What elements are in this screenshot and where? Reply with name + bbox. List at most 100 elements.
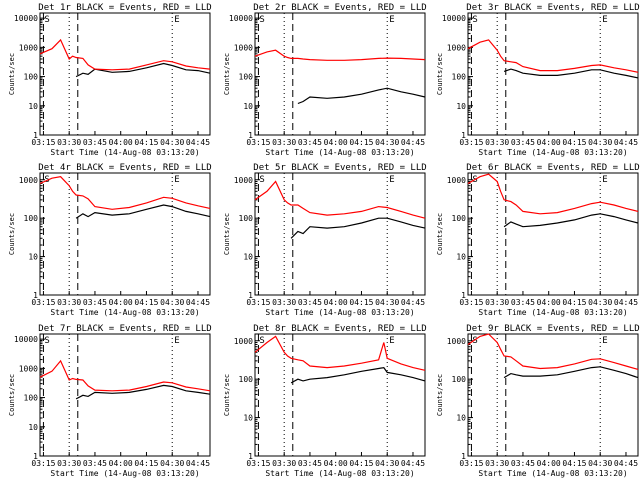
axes-frame: [39, 172, 211, 296]
y-tick-label: 1000: [19, 176, 38, 185]
lld-series-line: [467, 39, 639, 73]
axes-frame: [39, 12, 211, 136]
axes-frame: [467, 172, 639, 296]
x-tick-label: 03:30: [57, 459, 81, 468]
end-marker-label: E: [389, 15, 394, 25]
panel-3: Det 3r BLACK = Events, RED = LLD 1 10 100 10…: [436, 3, 640, 157]
x-tick-label: 04:00: [109, 298, 133, 307]
panel-9: Det 9r BLACK = Events, RED = LLD 1 10 100 10…: [436, 324, 640, 478]
axes-frame: [39, 333, 211, 457]
y-tick-label: 1000: [234, 176, 253, 185]
x-tick-label: 04:45: [186, 459, 210, 468]
y-tick-label: 1: [248, 452, 253, 461]
end-marker-label: E: [602, 175, 607, 185]
y-tick-label: 10000: [14, 14, 38, 23]
x-axis-label: Start Time (14-Aug-08 03:13:20): [265, 469, 414, 478]
x-tick-label: 03:15: [459, 459, 483, 468]
x-tick-label: 03:15: [31, 459, 55, 468]
x-tick-label: 04:00: [109, 138, 133, 147]
x-tick-label: 04:15: [134, 459, 158, 468]
y-tick-label: 10: [243, 102, 253, 111]
panel-1: Det 1r BLACK = Events, RED = LLD 1 10 100 10…: [8, 3, 212, 157]
x-axis-label: Start Time (14-Aug-08 03:13:20): [50, 308, 199, 317]
y-axis-label: Counts/sec: [8, 374, 16, 416]
events-series-line: [503, 213, 639, 228]
events-series-line: [290, 366, 426, 384]
x-tick-label: 03:15: [459, 298, 483, 307]
y-tick-label: 100: [24, 73, 39, 82]
y-axis-label: Counts/sec: [223, 374, 231, 416]
end-marker-label: E: [174, 15, 179, 25]
x-tick-label: 04:15: [562, 138, 586, 147]
y-tick-label: 1: [33, 291, 38, 300]
x-tick-label: 04:45: [614, 459, 638, 468]
y-axis-label: Counts/sec: [436, 213, 444, 255]
events-series-line: [75, 384, 211, 400]
lld-series-line: [254, 335, 426, 371]
end-marker-label: E: [389, 336, 394, 346]
panel-7: Det 7r BLACK = Events, RED = LLD 1 10 100 10…: [8, 324, 212, 478]
start-marker-label: S: [259, 15, 264, 25]
x-tick-label: 03:30: [57, 138, 81, 147]
y-tick-label: 10: [28, 102, 38, 111]
x-tick-label: 03:45: [298, 459, 322, 468]
events-series-line: [503, 366, 639, 379]
panel-title: Det 1r BLACK = Events, RED = LLD: [38, 3, 211, 13]
panel-title: Det 5r BLACK = Events, RED = LLD: [253, 163, 426, 173]
panel-5: Det 5r BLACK = Events, RED = LLD 1 10 100 10…: [223, 163, 427, 317]
x-tick-label: 04:45: [614, 138, 638, 147]
y-tick-label: 10: [28, 253, 38, 262]
panel-title: Det 9r BLACK = Events, RED = LLD: [466, 324, 639, 334]
y-tick-label: 1000: [19, 364, 38, 373]
y-tick-label: 100: [239, 214, 254, 223]
y-tick-label: 1000: [447, 337, 466, 346]
x-tick-label: 04:00: [109, 459, 133, 468]
lld-series-line: [39, 176, 211, 210]
start-marker-label: S: [259, 336, 264, 346]
y-tick-label: 10: [243, 414, 253, 423]
axes-frame: [254, 12, 426, 136]
lld-series-line: [39, 38, 211, 71]
lld-series-line: [467, 173, 639, 215]
y-tick-label: 1: [461, 131, 466, 140]
y-tick-label: 1000: [447, 176, 466, 185]
events-series-line: [290, 217, 426, 239]
events-series-line: [297, 87, 426, 105]
x-tick-label: 04:00: [537, 459, 561, 468]
x-axis-label: Start Time (14-Aug-08 03:13:20): [50, 469, 199, 478]
y-tick-label: 1: [248, 291, 253, 300]
x-axis-label: Start Time (14-Aug-08 03:13:20): [478, 148, 627, 157]
y-axis-label: Counts/sec: [8, 53, 16, 95]
y-tick-label: 100: [24, 214, 39, 223]
x-tick-label: 04:45: [614, 298, 638, 307]
start-marker-label: S: [259, 175, 264, 185]
x-tick-label: 04:15: [349, 459, 373, 468]
x-tick-label: 03:30: [272, 459, 296, 468]
x-tick-label: 03:15: [246, 459, 270, 468]
y-tick-label: 10: [456, 414, 466, 423]
x-tick-label: 03:30: [57, 298, 81, 307]
y-tick-label: 10000: [442, 14, 466, 23]
x-tick-label: 04:30: [375, 138, 399, 147]
x-tick-label: 04:30: [160, 459, 184, 468]
x-axis-label: Start Time (14-Aug-08 03:13:20): [265, 148, 414, 157]
x-tick-label: 03:45: [83, 298, 107, 307]
x-tick-label: 04:15: [134, 138, 158, 147]
x-tick-label: 03:45: [298, 298, 322, 307]
panel-6: Det 6r BLACK = Events, RED = LLD 1 10 100 10…: [436, 163, 640, 317]
y-axis-label: Counts/sec: [223, 53, 231, 95]
x-tick-label: 04:15: [349, 138, 373, 147]
x-tick-label: 03:45: [83, 138, 107, 147]
x-tick-label: 03:15: [31, 298, 55, 307]
x-tick-label: 03:45: [511, 459, 535, 468]
x-tick-label: 03:15: [31, 138, 55, 147]
x-tick-label: 03:45: [511, 138, 535, 147]
panel-2: Det 2r BLACK = Events, RED = LLD 1 10 100 10…: [223, 3, 427, 157]
y-tick-label: 10000: [229, 14, 253, 23]
x-tick-label: 03:45: [298, 138, 322, 147]
end-marker-label: E: [174, 175, 179, 185]
x-tick-label: 04:00: [324, 298, 348, 307]
y-tick-label: 10: [456, 102, 466, 111]
panel-title: Det 8r BLACK = Events, RED = LLD: [253, 324, 426, 334]
x-tick-label: 03:30: [485, 298, 509, 307]
